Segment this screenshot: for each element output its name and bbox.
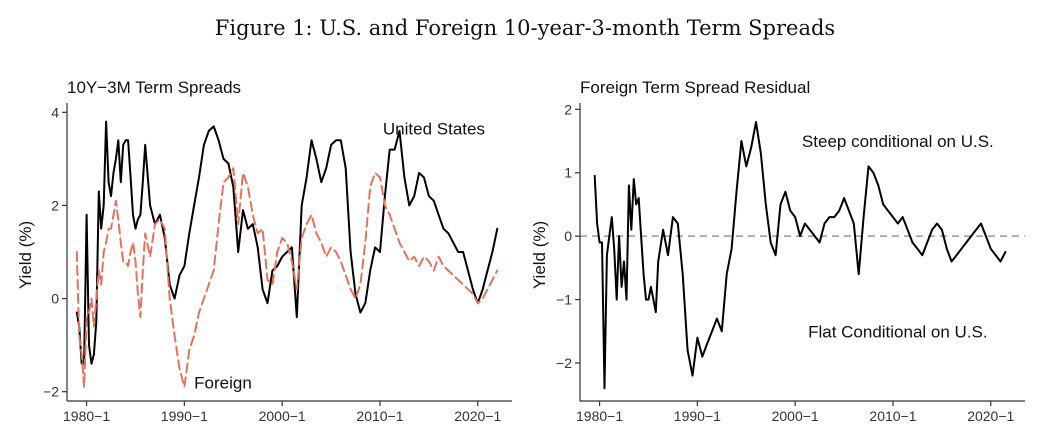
right-y-axis-label: Yield (%) [530,221,549,289]
left-y-tick-label: 2 [51,197,59,213]
right-x-tick-label: 1990−1 [674,408,721,424]
right-panel-title: Foreign Term Spread Residual [580,78,810,97]
left-axis-ticks: −2 0 2 4 1980−1 1990−1 2000−1 2010−1 2020−1 [43,104,502,424]
right-axis-ticks: −2 −1 0 1 2 1980−1 1990−1 2000−1 2010−1 2020−1 [556,101,1015,424]
right-series-residual-line [593,121,1007,390]
left-series-lines [75,120,499,388]
left-y-tick-label: −2 [43,384,59,400]
left-panel-title: 10Y−3M Term Spreads [67,78,241,97]
left-x-tick-label: 2010−1 [356,408,403,424]
left-panel: 10Y−3M Term Spreads Yield (%) −2 0 2 4 1980−… [16,78,512,424]
left-y-tick-label: 4 [51,104,59,120]
left-series-labels: United States Foreign [194,120,485,393]
right-panel: Foreign Term Spread Residual Yield (%) −… [530,78,1025,424]
left-x-tick-label: 2000−1 [259,408,306,424]
left-y-tick-label: 0 [51,291,59,307]
figure-title: Figure 1: U.S. and Foreign 10-year-3-mon… [214,16,836,40]
left-x-tick-label: 1990−1 [161,408,208,424]
left-x-tick-label: 2020−1 [454,408,501,424]
right-annotation-flat: Flat Conditional on U.S. [808,322,988,341]
right-y-tick-label: 1 [564,165,572,181]
right-y-tick-label: 2 [564,101,572,117]
right-x-tick-label: 2000−1 [772,408,819,424]
right-y-tick-label: −2 [556,355,572,371]
left-series-united-states-line [75,120,499,365]
right-x-tick-label: 1980−1 [576,408,623,424]
left-x-tick-label: 1980−1 [63,408,110,424]
right-x-tick-label: 2010−1 [869,408,916,424]
left-y-axis-label: Yield (%) [16,221,35,289]
right-annotation-steep: Steep conditional on U.S. [802,132,994,151]
right-series-lines [593,121,1007,390]
left-series-label-foreign: Foreign [194,373,252,392]
right-annotations: Steep conditional on U.S. Flat Conditiona… [802,132,994,341]
left-series-foreign-line [75,167,499,388]
left-series-label-united-states: United States [383,120,485,139]
right-y-tick-label: 0 [564,228,572,244]
right-x-tick-label: 2020−1 [967,408,1014,424]
right-y-tick-label: −1 [556,292,572,308]
